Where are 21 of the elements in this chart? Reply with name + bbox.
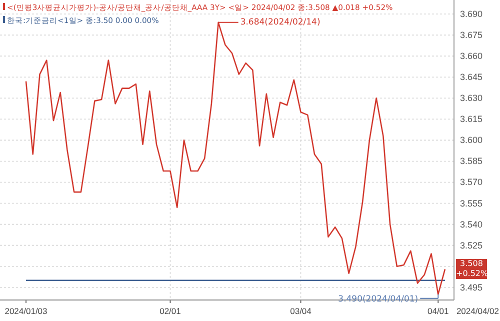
annotation: 2024/04/02 bbox=[456, 306, 499, 316]
y-tick-label: 3.570 bbox=[460, 177, 483, 188]
y-tick-label: 3.690 bbox=[460, 9, 483, 20]
y-tick-label: 3.600 bbox=[460, 135, 483, 146]
x-tick-label: 2024/01/03 bbox=[4, 306, 48, 316]
y-tick-label: 3.495 bbox=[460, 282, 483, 292]
x-tick-label: 03/04 bbox=[290, 306, 312, 316]
x-tick-label: 02/01 bbox=[160, 306, 182, 316]
annotation: 3.684(2024/02/14) bbox=[218, 17, 320, 28]
value-tag: 3.508 +0.52% bbox=[456, 259, 487, 280]
annotation: 3.684(2024/02/14) bbox=[240, 17, 320, 28]
y-tick-label: 3.660 bbox=[460, 51, 483, 62]
x-tick-label: 04/01 bbox=[427, 306, 450, 316]
y-tick-label: 3.585 bbox=[460, 156, 483, 166]
y-tick-label: 3.525 bbox=[460, 240, 483, 250]
y-tick-label: 3.675 bbox=[460, 30, 483, 40]
y-tick-label: 3.555 bbox=[460, 198, 483, 208]
y-tick-label: 3.615 bbox=[460, 114, 483, 124]
y-tick-label: 3.645 bbox=[460, 72, 483, 82]
y-tick-label: 3.540 bbox=[460, 219, 483, 230]
y-tick-label: 3.630 bbox=[460, 93, 483, 104]
